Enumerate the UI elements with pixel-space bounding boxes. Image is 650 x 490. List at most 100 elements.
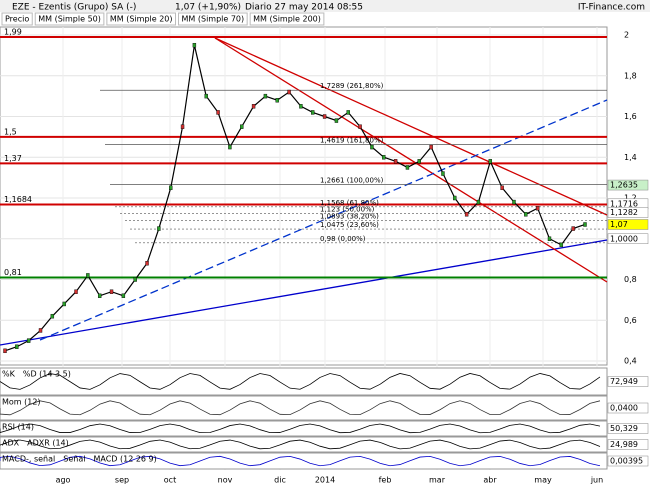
- fib-label: 0,98 (0,00%): [320, 235, 366, 243]
- price-label-box: [607, 179, 649, 191]
- indicator-line: [0, 423, 601, 434]
- price-candle: [145, 261, 149, 266]
- price-candle: [287, 89, 291, 95]
- price-candle: [74, 289, 78, 294]
- price-candle: [547, 236, 552, 241]
- legend-entry: MM (Simple 200): [253, 15, 321, 24]
- legend-entry: MM (Simple 70): [182, 15, 245, 24]
- x-tick-label: jun: [590, 476, 603, 485]
- legend-entry: Precio: [5, 15, 29, 24]
- x-tick-label: ago: [56, 476, 71, 485]
- indicator-line: [0, 455, 601, 467]
- x-tick-label: mar: [429, 476, 446, 485]
- x-tick-label: sep: [115, 476, 129, 485]
- price-candle: [15, 344, 19, 349]
- price-candle: [370, 144, 374, 150]
- panel-value: 72,949: [610, 377, 638, 386]
- price-candle: [512, 199, 516, 205]
- fib-label: 1,123 (50,00%): [320, 206, 375, 214]
- price-label: 1,1282: [610, 208, 638, 217]
- price-candle: [263, 93, 268, 99]
- fib-label: 1,2661 (100,00%): [320, 177, 384, 185]
- trend-line: [0, 239, 608, 346]
- fib-label: 1,7289 (261,80%): [320, 82, 384, 90]
- fib-label: 1,1568 (61,80%): [320, 199, 379, 207]
- panel-frame: [0, 420, 608, 437]
- price-label: 1,0000: [610, 234, 638, 243]
- header-bar: [0, 0, 650, 12]
- panel-value: 50,329: [610, 424, 638, 433]
- price-candle: [169, 185, 173, 191]
- panel-label: Mom (12): [2, 398, 41, 407]
- legend-entry: MM (Simple 20): [110, 15, 173, 24]
- quote: 1,07 (+1,90%): [175, 3, 241, 13]
- panel-label: RSI (14): [2, 423, 34, 432]
- legend-box: [106, 12, 177, 26]
- panel-frame: [0, 395, 608, 421]
- panel-value: 24,989: [610, 440, 638, 449]
- price-candle: [453, 195, 457, 201]
- price-line: [4, 45, 586, 352]
- level-label: 0,81: [4, 268, 22, 277]
- price-candle: [251, 104, 256, 109]
- panel-value-box: [607, 455, 649, 467]
- price-candle: [500, 185, 504, 191]
- price-label-box: [607, 219, 649, 230]
- x-tick-label: oct: [164, 476, 176, 485]
- legend-box: [34, 12, 105, 26]
- price-candle: [50, 313, 55, 319]
- x-tick-label: abr: [483, 476, 497, 485]
- price-candle: [535, 205, 540, 211]
- panel-value: 0,0400: [610, 404, 638, 413]
- plot-frame: [0, 26, 608, 366]
- legend-box: [1, 12, 33, 26]
- price-candle: [441, 171, 445, 176]
- fib-label: 1,4619 (161,80%): [320, 137, 384, 145]
- price-candle: [109, 289, 114, 294]
- price-candle: [192, 42, 197, 48]
- panel-frame: [0, 436, 608, 453]
- site: IT-Finance.com: [578, 3, 645, 13]
- y-tick-label: 1,6: [624, 112, 637, 121]
- x-tick-label: 2014: [315, 476, 335, 485]
- y-tick-label: 0,4: [624, 357, 637, 366]
- price-candle: [86, 273, 90, 278]
- x-tick-label: feb: [379, 476, 392, 485]
- y-tick-label: 1,4: [624, 153, 637, 162]
- y-tick-label: 1,8: [624, 71, 637, 80]
- panel-label: Señal: [63, 455, 85, 464]
- price-candle: [559, 242, 564, 248]
- price-candle: [97, 293, 102, 298]
- price-candle: [121, 293, 126, 298]
- fib-label: 1,0475 (23,60%): [320, 221, 379, 229]
- period: Diario 27 may 2014 08:55: [245, 3, 363, 13]
- level-label: 1,5: [4, 127, 17, 136]
- trend-line: [214, 37, 608, 216]
- price-candle: [26, 338, 31, 343]
- panel-value-box: [607, 402, 649, 414]
- panel-label: MACD-, señal: [2, 455, 55, 464]
- trend-line: [214, 37, 608, 283]
- price-candle: [429, 144, 433, 150]
- x-tick-label: may: [534, 476, 552, 485]
- indicator-line: [0, 373, 601, 390]
- price-label: 1,2635: [610, 181, 638, 190]
- price-candle: [334, 118, 339, 123]
- price-candle: [464, 212, 469, 217]
- panel-value-box: [607, 376, 649, 387]
- trend-line: [39, 99, 608, 341]
- price-candle: [488, 159, 493, 164]
- panel-label: ADX: [2, 439, 20, 448]
- price-candle: [571, 226, 575, 231]
- price-candle: [157, 226, 161, 231]
- price-candle: [275, 97, 279, 103]
- y-tick-label: 1,2: [624, 194, 637, 203]
- panel-value: 0,00395: [610, 457, 643, 466]
- price-candle: [3, 348, 7, 354]
- price-candle: [133, 277, 137, 282]
- y-tick-label: 0,6: [624, 316, 637, 325]
- price-candle: [393, 159, 398, 164]
- x-tick-label: dic: [274, 476, 286, 485]
- price-candle: [346, 110, 350, 115]
